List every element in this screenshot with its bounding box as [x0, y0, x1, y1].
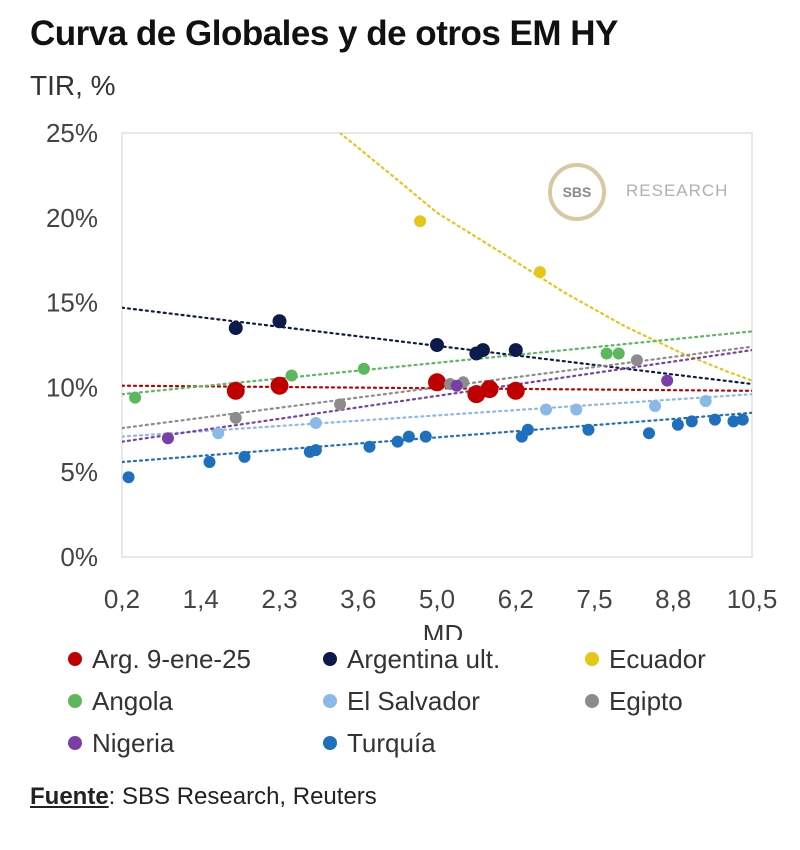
point-el-salvador	[540, 403, 553, 416]
point-el-salvador	[570, 403, 583, 416]
point-egipto	[334, 398, 347, 411]
point-arg-9-ene-25	[226, 381, 245, 400]
point-el-salvador	[649, 400, 662, 413]
legend-marker	[585, 694, 599, 709]
x-tick-label: 7,5	[576, 584, 612, 614]
point-el-salvador	[309, 417, 322, 430]
legend-label: Turquía	[347, 728, 436, 758]
y-tick-label: 0%	[60, 542, 98, 572]
point-el-salvador	[212, 427, 225, 440]
y-tick-label: 5%	[60, 457, 98, 487]
legend-marker	[323, 652, 337, 667]
x-tick-label: 3,6	[340, 584, 376, 614]
point-turqu-a	[309, 444, 322, 457]
logo-mark: SBS	[562, 184, 592, 200]
point-turqu-a	[391, 435, 404, 448]
chart-title: Curva de Globales y de otros EM HY	[30, 14, 618, 53]
legend-marker	[68, 736, 82, 751]
point-egipto	[229, 411, 242, 424]
legend-marker	[68, 652, 82, 667]
point-turqu-a	[582, 423, 595, 436]
point-el-salvador	[699, 394, 712, 407]
point-turqu-a	[203, 456, 216, 469]
point-nigeria	[450, 379, 463, 392]
point-angola	[600, 347, 613, 360]
x-tick-label: 5,0	[419, 584, 455, 614]
legend-item-el-salvador: El Salvador	[323, 686, 480, 717]
y-tick-label: 10%	[46, 372, 98, 402]
point-turqu-a	[708, 413, 721, 426]
x-tick-label: 1,4	[183, 584, 219, 614]
point-turqu-a	[122, 471, 135, 484]
point-argentina-ult-	[475, 343, 490, 358]
x-axis-label: MD	[423, 619, 463, 640]
trendline-ecuador	[339, 133, 752, 382]
point-arg-9-ene-25	[480, 380, 499, 399]
legend-label: Angola	[92, 686, 173, 716]
point-arg-9-ene-25	[428, 373, 446, 392]
legend-label: Arg. 9-ene-25	[92, 644, 251, 674]
point-turqu-a	[643, 427, 656, 440]
point-argentina-ult-	[430, 338, 444, 352]
point-angola	[357, 362, 370, 375]
legend-label: Nigeria	[92, 728, 175, 758]
point-angola	[285, 369, 298, 382]
x-tick-label: 0,2	[104, 584, 140, 614]
y-tick-label: 25%	[46, 118, 98, 148]
legend-label: Egipto	[609, 686, 683, 716]
point-nigeria	[161, 432, 174, 445]
point-arg-9-ene-25	[270, 376, 289, 395]
plot-area-border	[121, 132, 753, 558]
legend-label: Argentina ult.	[347, 644, 501, 674]
y-tick-label: 20%	[46, 203, 98, 233]
logo-text: RESEARCH	[626, 181, 729, 200]
legend-item-turqu-a: Turquía	[323, 728, 436, 759]
legend-item-arg-9-ene-25: Arg. 9-ene-25	[68, 644, 251, 675]
legend-marker	[585, 652, 599, 667]
point-arg-9-ene-25	[506, 381, 525, 400]
y-tick-label: 15%	[46, 288, 98, 318]
source-label: Fuente	[30, 783, 109, 810]
point-turqu-a	[363, 440, 376, 453]
legend-item-angola: Angola	[68, 686, 173, 717]
legend-marker	[68, 694, 82, 709]
point-argentina-ult-	[508, 343, 523, 358]
y-axis-unit-label: TIR, %	[30, 70, 116, 101]
scatter-chart: 0% 5% 10% 15% 20% 25% 0,2 1,4 2,3 3,6 5,0 6,2 7,5 8,8…	[46, 118, 778, 640]
point-turqu-a	[238, 450, 251, 463]
point-nigeria	[661, 374, 674, 387]
point-turqu-a	[521, 423, 534, 436]
point-angola	[129, 391, 142, 404]
point-argentina-ult-	[272, 314, 287, 329]
point-turqu-a	[402, 430, 415, 443]
source-text: : SBS Research, Reuters	[108, 783, 377, 810]
legend-label: Ecuador	[609, 644, 706, 674]
legend-marker	[323, 736, 337, 751]
point-turqu-a	[736, 413, 749, 426]
point-angola	[612, 347, 625, 360]
x-tick-label: 6,2	[498, 584, 534, 614]
trendline-angola	[122, 330, 752, 396]
legend-item-ecuador: Ecuador	[585, 644, 706, 675]
point-ecuador	[414, 215, 427, 228]
point-argentina-ult-	[228, 321, 243, 336]
point-turqu-a	[727, 415, 740, 428]
point-turqu-a	[419, 430, 432, 443]
point-turqu-a	[671, 418, 684, 431]
trendline-nigeria	[122, 349, 752, 443]
legend-item-egipto: Egipto	[585, 686, 683, 717]
sbs-research-logo: SBS RESEARCH	[548, 163, 748, 227]
point-turqu-a	[685, 415, 698, 428]
legend-item-nigeria: Nigeria	[68, 728, 174, 759]
point-ecuador	[533, 266, 546, 279]
x-tick-label: 2,3	[261, 584, 297, 614]
point-egipto	[630, 354, 643, 367]
x-tick-label: 10,5	[727, 584, 778, 614]
legend-label: El Salvador	[347, 686, 480, 716]
x-tick-label: 8,8	[655, 584, 691, 614]
legend-item-argentina-ult-: Argentina ult.	[323, 644, 500, 675]
legend-marker	[323, 694, 337, 709]
logo-circle: SBS	[548, 163, 606, 221]
source-note: Fuente: SBS Research, Reuters	[30, 783, 377, 811]
